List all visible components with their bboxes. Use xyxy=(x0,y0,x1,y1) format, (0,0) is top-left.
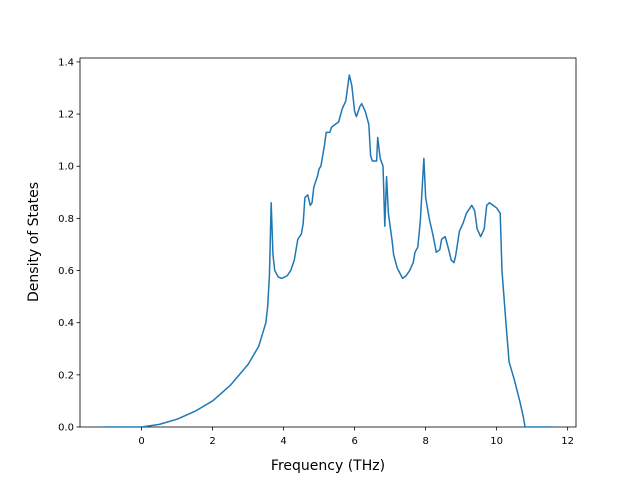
x-tick-label: 4 xyxy=(280,436,286,447)
x-tick-label: 10 xyxy=(490,436,503,447)
y-tick-label: 1.2 xyxy=(58,110,74,121)
y-tick-label: 0.4 xyxy=(58,318,74,329)
y-tick-label: 0.0 xyxy=(58,423,74,434)
x-axis-label: Frequency (THz) xyxy=(271,458,385,474)
y-tick-label: 1.0 xyxy=(58,162,74,173)
x-tick-label: 0 xyxy=(138,436,144,447)
line-series xyxy=(102,74,554,427)
y-tick-label: 0.6 xyxy=(58,266,74,277)
y-tick-label: 1.4 xyxy=(58,57,74,68)
x-tick-label: 6 xyxy=(351,436,357,447)
y-tick-label: 0.2 xyxy=(58,370,74,381)
y-tick-label: 0.8 xyxy=(58,214,74,225)
plot-frame xyxy=(79,57,577,428)
x-tick-label: 2 xyxy=(209,436,215,447)
x-tick-label: 8 xyxy=(422,436,428,447)
y-axis-label: Density of States xyxy=(26,182,42,302)
x-tick-label: 12 xyxy=(561,436,574,447)
